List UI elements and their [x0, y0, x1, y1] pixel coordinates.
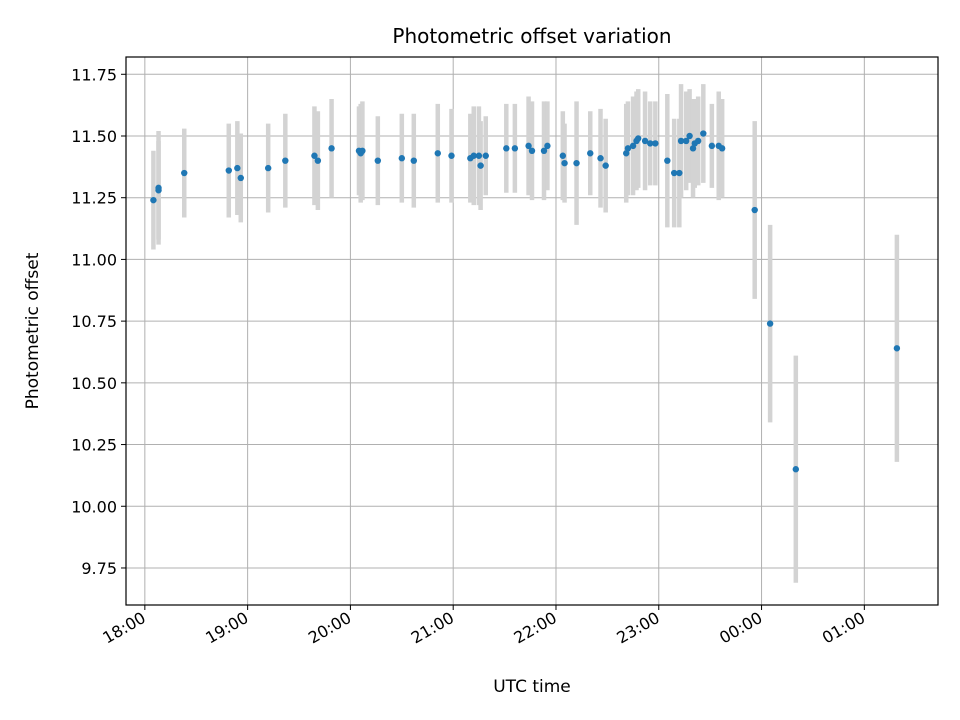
data-point [328, 145, 335, 152]
data-point [708, 142, 716, 150]
data-point [700, 130, 707, 137]
data-point [686, 132, 693, 140]
data-point [587, 150, 594, 157]
data-point [398, 155, 406, 162]
data-point [792, 466, 800, 473]
x-axis-title: UTC time [493, 677, 571, 697]
chart-title: Photometric offset variation [392, 24, 671, 48]
y-axis-title: Photometric offset [23, 252, 43, 409]
data-point [573, 159, 580, 167]
data-point [766, 320, 774, 327]
data-point [602, 162, 609, 169]
data-point [623, 150, 630, 157]
data-point [664, 157, 671, 164]
data-point [477, 162, 484, 169]
data-point [282, 157, 289, 164]
y-tick-label: 11.75 [71, 65, 117, 84]
y-tick-label: 11.25 [71, 189, 117, 208]
data-point [150, 196, 157, 204]
y-tick-label: 9.75 [81, 559, 117, 578]
y-tick-label: 10.00 [71, 497, 117, 516]
data-point [475, 152, 483, 159]
data-point [676, 169, 683, 177]
data-point [751, 206, 758, 214]
data-point [544, 142, 551, 150]
data-point [155, 184, 162, 192]
data-point [482, 152, 489, 159]
data-point [694, 137, 702, 145]
y-tick-label: 10.25 [71, 436, 117, 455]
data-point [314, 157, 322, 164]
y-tick-label: 10.50 [71, 374, 117, 393]
data-point [410, 157, 417, 164]
data-point [718, 145, 726, 152]
data-point [559, 152, 567, 159]
data-point [448, 152, 455, 159]
data-point [677, 137, 685, 145]
data-points [150, 130, 901, 473]
data-point [181, 169, 188, 177]
data-point [359, 147, 366, 155]
data-point [629, 142, 637, 150]
data-point [311, 152, 318, 159]
y-axis: 9.75 10.00 10.25 10.50 10.75 11.00 11.25 11.50 1… [71, 65, 126, 578]
data-point [647, 140, 654, 147]
data-point [264, 164, 272, 172]
data-point [635, 135, 642, 142]
data-point [670, 169, 678, 177]
data-point [893, 345, 901, 352]
y-tick-label: 11.50 [71, 127, 117, 146]
data-point [641, 137, 649, 145]
data-point [689, 145, 697, 152]
data-point [225, 167, 232, 174]
data-point [470, 152, 477, 159]
data-point [237, 174, 244, 182]
data-point [540, 147, 548, 155]
data-point [597, 155, 604, 162]
data-point [561, 159, 568, 167]
data-point [528, 147, 536, 155]
y-tick-label: 11.00 [71, 250, 117, 269]
data-point [624, 145, 632, 152]
data-point [511, 145, 519, 152]
data-point [525, 142, 532, 150]
data-point [503, 145, 510, 152]
data-point [434, 150, 441, 157]
data-point [682, 137, 690, 145]
y-tick-label: 10.75 [71, 312, 117, 331]
data-point [652, 140, 659, 147]
plot-frame [125, 56, 939, 606]
data-point [374, 157, 382, 164]
data-point [234, 164, 241, 172]
